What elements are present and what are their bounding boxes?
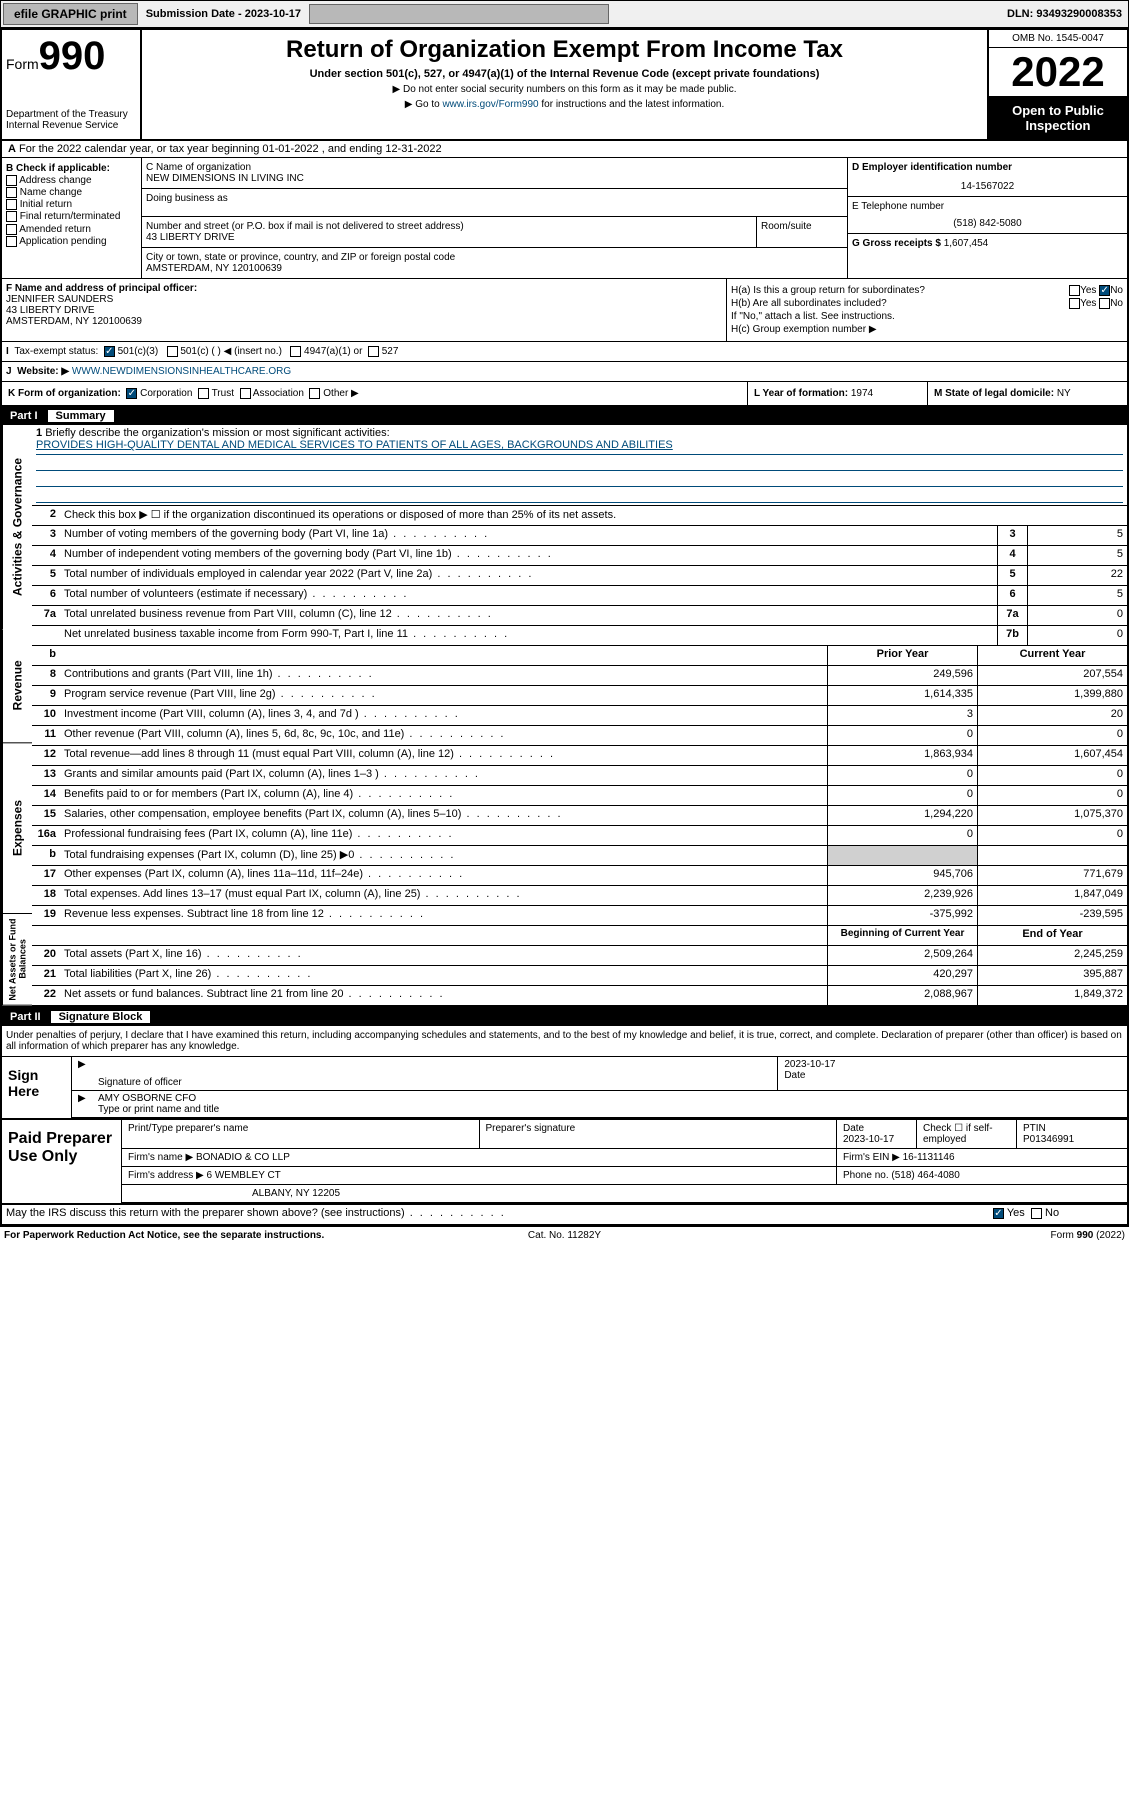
- data-line: 15Salaries, other compensation, employee…: [32, 806, 1127, 826]
- col-headers: bPrior YearCurrent Year: [32, 646, 1127, 666]
- page-footer: For Paperwork Reduction Act Notice, see …: [0, 1227, 1129, 1244]
- form-header: Form990 Department of the Treasury Inter…: [2, 30, 1127, 141]
- org-name: NEW DIMENSIONS IN LIVING INC: [146, 173, 304, 184]
- data-line: 14Benefits paid to or for members (Part …: [32, 786, 1127, 806]
- part-2-header: Part IISignature Block: [2, 1006, 1127, 1026]
- data-line: bTotal fundraising expenses (Part IX, co…: [32, 846, 1127, 866]
- data-line: 19Revenue less expenses. Subtract line 1…: [32, 906, 1127, 926]
- discuss-row: May the IRS discuss this return with the…: [2, 1205, 1127, 1225]
- instruction-1: ▶ Do not enter social security numbers o…: [148, 84, 981, 95]
- part-1-body: Activities & Governance Revenue Expenses…: [2, 425, 1127, 1006]
- data-line: 13Grants and similar amounts paid (Part …: [32, 766, 1127, 786]
- na-headers: Beginning of Current YearEnd of Year: [32, 926, 1127, 946]
- gov-line: 6Total number of volunteers (estimate if…: [32, 586, 1127, 606]
- submission-label: Submission Date - 2023-10-17: [140, 8, 307, 20]
- row-klm: K Form of organization: Corporation Trus…: [2, 382, 1127, 407]
- form-number: Form990: [6, 34, 136, 79]
- form-title: Return of Organization Exempt From Incom…: [148, 36, 981, 64]
- public-inspection: Open to Public Inspection: [989, 97, 1127, 139]
- instruction-2: ▶ Go to www.irs.gov/Form990 for instruct…: [148, 99, 981, 110]
- irs-link[interactable]: www.irs.gov/Form990: [442, 99, 538, 110]
- gov-line: Net unrelated business taxable income fr…: [32, 626, 1127, 646]
- line-1-mission: 1 Briefly describe the organization's mi…: [32, 425, 1127, 506]
- vtab-expenses: Expenses: [2, 743, 32, 914]
- sign-here-block: Sign Here ▶Signature of officer2023-10-1…: [2, 1057, 1127, 1120]
- vtab-activities: Activities & Governance: [2, 425, 32, 629]
- data-line: 10Investment income (Part VIII, column (…: [32, 706, 1127, 726]
- tax-year: 2022: [989, 48, 1127, 97]
- form-subtitle: Under section 501(c), 527, or 4947(a)(1)…: [148, 68, 981, 80]
- gov-line: 5Total number of individuals employed in…: [32, 566, 1127, 586]
- data-line: 22Net assets or fund balances. Subtract …: [32, 986, 1127, 1006]
- block-bcde: B Check if applicable: Address change Na…: [2, 158, 1127, 279]
- data-line: 18Total expenses. Add lines 13–17 (must …: [32, 886, 1127, 906]
- data-line: 20Total assets (Part X, line 16)2,509,26…: [32, 946, 1127, 966]
- row-j-website: J Website: ▶ WWW.NEWDIMENSIONSINHEALTHCA…: [2, 362, 1127, 382]
- block-fh: F Name and address of principal officer:…: [2, 279, 1127, 342]
- dropdown-button[interactable]: [309, 4, 609, 24]
- box-h-group: H(a) Is this a group return for subordin…: [727, 279, 1127, 341]
- gov-line: 3Number of voting members of the governi…: [32, 526, 1127, 546]
- data-line: 9Program service revenue (Part VIII, lin…: [32, 686, 1127, 706]
- gross-receipts: 1,607,454: [944, 238, 989, 249]
- top-toolbar: efile GRAPHIC print Submission Date - 20…: [0, 0, 1129, 28]
- data-line: 12Total revenue—add lines 8 through 11 (…: [32, 746, 1127, 766]
- box-f-officer: F Name and address of principal officer:…: [2, 279, 727, 341]
- row-i-tax-status: I Tax-exempt status: 501(c)(3) 501(c) ( …: [2, 342, 1127, 362]
- ein-value: 14-1567022: [852, 181, 1123, 192]
- officer-name: AMY OSBORNE CFO: [98, 1093, 196, 1104]
- paid-preparer-block: Paid Preparer Use Only Print/Type prepar…: [2, 1120, 1127, 1205]
- efile-print-button[interactable]: efile GRAPHIC print: [3, 3, 138, 25]
- website-link[interactable]: WWW.NEWDIMENSIONSINHEALTHCARE.ORG: [72, 366, 291, 377]
- firm-name: BONADIO & CO LLP: [196, 1152, 290, 1163]
- phone-value: (518) 842-5080: [852, 218, 1123, 229]
- box-b-checkboxes: B Check if applicable: Address change Na…: [2, 158, 142, 278]
- ptin-value: P01346991: [1023, 1134, 1074, 1145]
- data-line: 11Other revenue (Part VIII, column (A), …: [32, 726, 1127, 746]
- box-deg: D Employer identification number14-15670…: [847, 158, 1127, 278]
- dept-label: Department of the Treasury Internal Reve…: [6, 109, 136, 131]
- form-990: Form990 Department of the Treasury Inter…: [0, 28, 1129, 1227]
- gov-line: 4Number of independent voting members of…: [32, 546, 1127, 566]
- street-address: 43 LIBERTY DRIVE: [146, 232, 235, 243]
- dln-label: DLN: 93493290008353: [1007, 8, 1128, 20]
- data-line: 8Contributions and grants (Part VIII, li…: [32, 666, 1127, 686]
- perjury-statement: Under penalties of perjury, I declare th…: [2, 1026, 1127, 1057]
- vtab-revenue: Revenue: [2, 629, 32, 743]
- data-line: 21Total liabilities (Part X, line 26)420…: [32, 966, 1127, 986]
- box-c-org-info: C Name of organizationNEW DIMENSIONS IN …: [142, 158, 847, 278]
- omb-number: OMB No. 1545-0047: [989, 30, 1127, 48]
- row-a-tax-year: A For the 2022 calendar year, or tax yea…: [2, 141, 1127, 158]
- gov-line: 7aTotal unrelated business revenue from …: [32, 606, 1127, 626]
- city-state-zip: AMSTERDAM, NY 120100639: [146, 263, 282, 274]
- part-1-header: Part ISummary: [2, 407, 1127, 425]
- data-line: 16aProfessional fundraising fees (Part I…: [32, 826, 1127, 846]
- vtab-netassets: Net Assets or Fund Balances: [2, 914, 32, 1006]
- data-line: 17Other expenses (Part IX, column (A), l…: [32, 866, 1127, 886]
- line-2: 2Check this box ▶ ☐ if the organization …: [32, 506, 1127, 526]
